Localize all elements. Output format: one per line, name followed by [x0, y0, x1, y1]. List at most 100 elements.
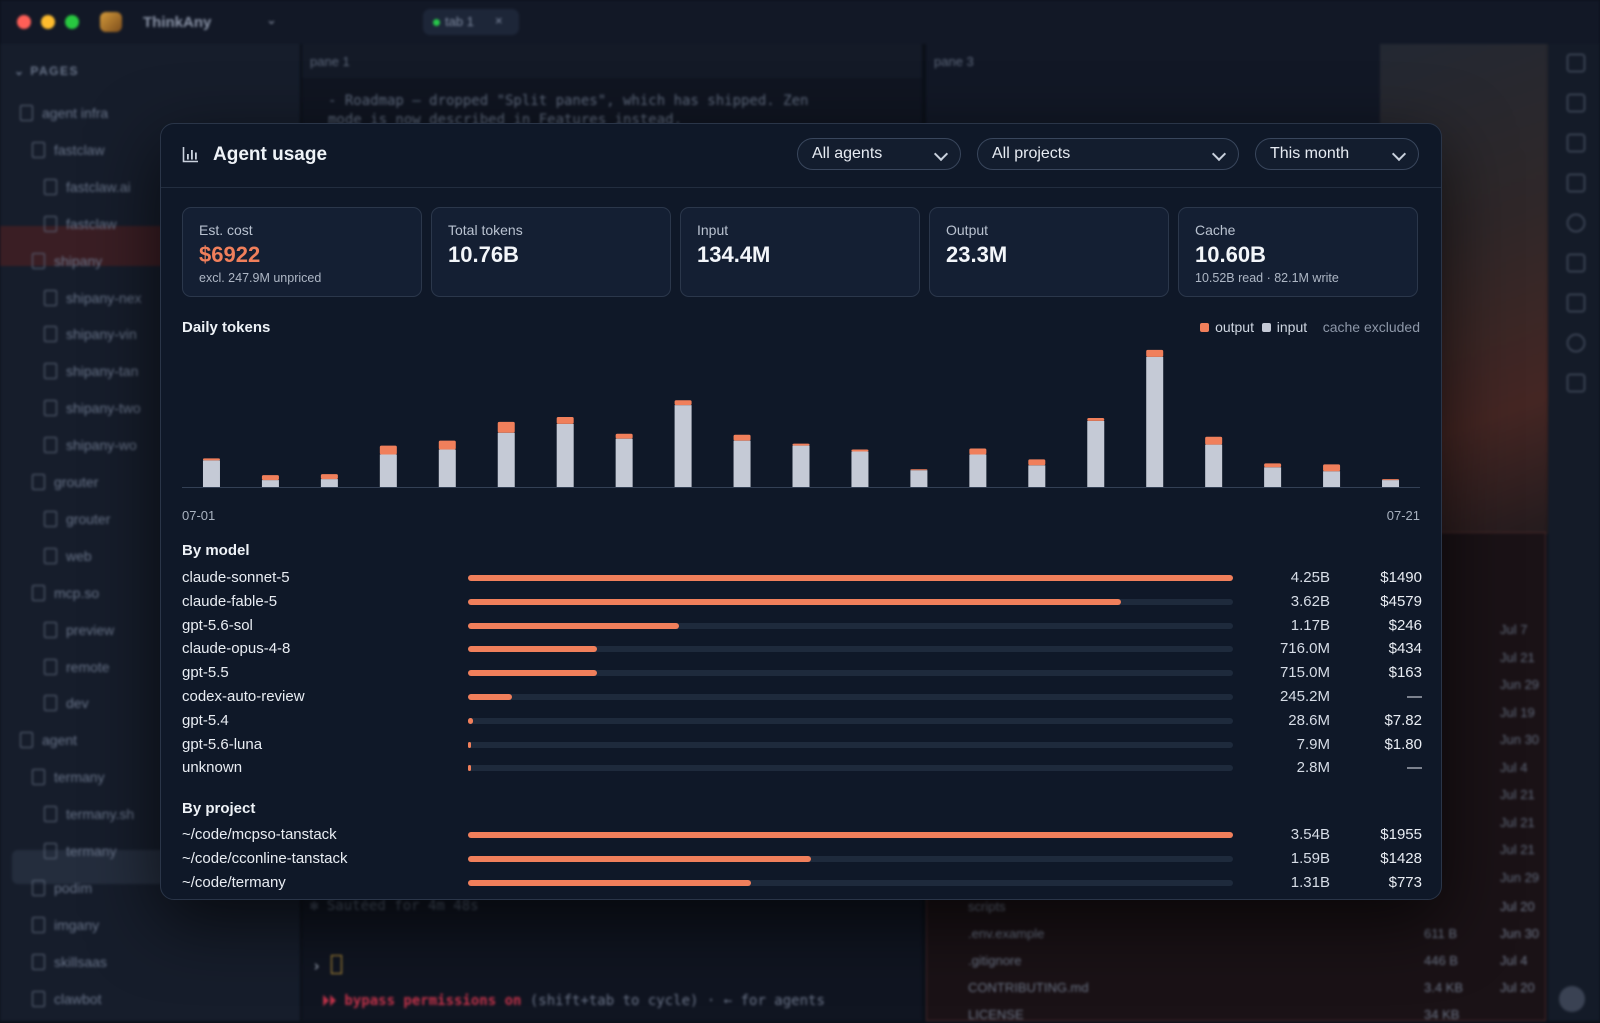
minimize-window-button[interactable] — [41, 15, 55, 29]
bar-input-07-09[interactable] — [674, 405, 692, 487]
terminal-prompt[interactable]: › — [312, 955, 343, 975]
history-icon[interactable] — [1567, 334, 1585, 352]
bar-output-07-08[interactable] — [615, 433, 633, 439]
tab-1[interactable]: tab 1 × — [423, 9, 519, 35]
file-row[interactable]: CONTRIBUTING.md — [968, 980, 1089, 995]
bar-input-07-05[interactable] — [438, 449, 456, 487]
user-avatar[interactable] — [1559, 986, 1585, 1012]
bar-input-07-10[interactable] — [733, 440, 751, 487]
panel-icon[interactable] — [1567, 94, 1585, 112]
sidebar-item[interactable]: shipany-nex — [44, 289, 142, 322]
sidebar-item[interactable]: termany.sh — [44, 806, 134, 838]
cloud-icon[interactable] — [1567, 294, 1585, 312]
usage-bar-track — [468, 741, 1233, 748]
sidebar-item[interactable]: fastclaw — [44, 215, 117, 248]
bar-output-07-11[interactable] — [792, 443, 810, 446]
bar-output-07-01[interactable] — [202, 458, 220, 461]
bar-output-07-16[interactable] — [1087, 417, 1105, 421]
bar-input-07-16[interactable] — [1087, 420, 1105, 487]
sidebar-item[interactable]: shipany-tan — [44, 363, 138, 395]
bar-input-07-17[interactable] — [1146, 356, 1164, 487]
bar-input-07-15[interactable] — [1028, 465, 1046, 487]
bar-input-07-08[interactable] — [615, 438, 633, 487]
bar-output-07-15[interactable] — [1028, 459, 1046, 466]
model-row: gpt-5.6-luna 7.9M $1.80 — [182, 734, 1422, 756]
bar-input-07-06[interactable] — [497, 432, 515, 487]
sidebar-item[interactable]: skillsaas — [32, 953, 107, 986]
bar-output-07-02[interactable] — [261, 475, 279, 481]
bar-input-07-21[interactable] — [1382, 480, 1400, 487]
sidebar-item[interactable]: fastclaw.ai — [44, 178, 131, 211]
bar-output-07-18[interactable] — [1205, 436, 1223, 445]
sidebar-item-label: fastclaw.ai — [66, 178, 131, 195]
close-icon[interactable]: × — [495, 13, 503, 28]
sidebar-item[interactable]: grouter — [44, 510, 110, 543]
bar-output-07-05[interactable] — [438, 440, 456, 450]
sidebar-item[interactable]: mcp.so — [32, 584, 99, 617]
bar-output-07-17[interactable] — [1146, 349, 1164, 357]
bar-output-07-21[interactable] — [1382, 479, 1400, 481]
activity-icon[interactable] — [1567, 254, 1585, 272]
bar-output-07-19[interactable] — [1264, 463, 1282, 468]
bar-output-07-10[interactable] — [733, 434, 751, 441]
bar-output-07-09[interactable] — [674, 400, 692, 406]
bar-input-07-04[interactable] — [379, 454, 397, 487]
bar-input-07-12[interactable] — [851, 451, 869, 487]
bar-output-07-03[interactable] — [320, 474, 338, 480]
sidebar-item[interactable]: shipany-wo — [44, 437, 137, 469]
sidebar-item[interactable]: grouter — [32, 474, 98, 506]
file-row[interactable]: scripts — [968, 899, 1006, 914]
app-name[interactable]: ThinkAny — [143, 14, 212, 31]
bar-output-07-13[interactable] — [910, 469, 928, 471]
bar-input-07-01[interactable] — [202, 460, 220, 487]
sidebar-item[interactable]: dev — [44, 695, 89, 727]
sidebar-item[interactable]: agent infra — [20, 105, 108, 137]
bar-input-07-11[interactable] — [792, 445, 810, 487]
row-tokens: 3.54B — [1290, 826, 1330, 843]
bar-input-07-19[interactable] — [1264, 467, 1282, 487]
sidebar-item[interactable]: clawbot — [32, 990, 101, 1023]
sidebar-item[interactable]: preview — [44, 621, 114, 654]
bar-input-07-20[interactable] — [1323, 471, 1341, 487]
globe-icon[interactable] — [1567, 214, 1585, 232]
projects-filter-dropdown[interactable]: All projects — [977, 138, 1239, 170]
period-filter-dropdown[interactable]: This month — [1255, 138, 1419, 170]
bar-output-07-07[interactable] — [556, 416, 574, 424]
row-cost: $4579 — [1380, 592, 1422, 610]
book-icon[interactable] — [1567, 174, 1585, 192]
bar-output-07-04[interactable] — [379, 445, 397, 455]
bar-output-07-14[interactable] — [969, 448, 987, 455]
bar-input-07-02[interactable] — [261, 480, 279, 487]
layout-icon[interactable] — [1567, 54, 1585, 72]
file-row[interactable]: LICENSE — [968, 1007, 1024, 1022]
sidebar-item[interactable]: remote — [44, 658, 110, 691]
sidebar-item[interactable]: imgany — [32, 916, 99, 949]
bar-input-07-07[interactable] — [556, 423, 574, 487]
git-branch-icon[interactable] — [1567, 134, 1585, 152]
sidebar-item[interactable]: podim — [32, 879, 92, 912]
file-row[interactable]: .gitignore — [968, 953, 1021, 968]
bar-output-07-12[interactable] — [851, 449, 869, 452]
usage-bar-track — [468, 622, 1233, 629]
bar-input-07-13[interactable] — [910, 470, 928, 487]
sidebar-item[interactable]: fastclaw — [32, 141, 105, 174]
chevron-down-icon[interactable]: ⌄ — [266, 12, 277, 27]
close-window-button[interactable] — [17, 15, 31, 29]
bar-output-07-20[interactable] — [1323, 464, 1341, 472]
bar-input-07-14[interactable] — [969, 454, 987, 487]
bar-output-07-06[interactable] — [497, 421, 515, 433]
sidebar-item[interactable]: termany — [32, 769, 105, 801]
sidebar-item[interactable]: termany — [44, 843, 117, 875]
agents-filter-dropdown[interactable]: All agents — [797, 138, 961, 170]
sidebar-item[interactable]: shipany — [32, 252, 102, 285]
row-tokens: 245.2M — [1279, 688, 1330, 705]
zoom-window-button[interactable] — [65, 15, 79, 29]
sidebar-item[interactable]: shipany-vin — [44, 326, 137, 358]
sidebar-item[interactable]: web — [44, 547, 92, 580]
bar-input-07-18[interactable] — [1205, 444, 1223, 487]
sidebar-item[interactable]: agent — [20, 732, 77, 764]
chart-icon[interactable] — [1567, 374, 1585, 392]
file-row[interactable]: .env.example — [968, 926, 1044, 941]
sidebar-item[interactable]: shipany-two — [44, 400, 141, 432]
bar-input-07-03[interactable] — [320, 479, 338, 487]
